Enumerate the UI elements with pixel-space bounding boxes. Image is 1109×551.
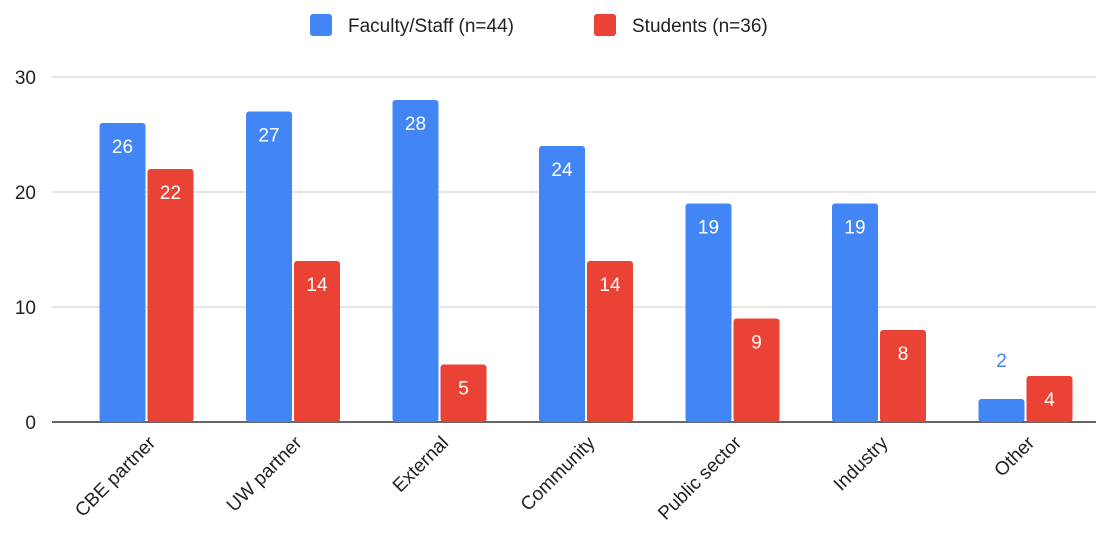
bar-students-n-36-cbe-partner	[147, 169, 194, 422]
y-tick-label-30: 30	[15, 68, 36, 89]
bar-faculty-staff-n-44-cbe-partner	[99, 123, 146, 422]
legend-swatch-faculty-staff-n-44	[310, 14, 332, 36]
data-label-students-n-36-cbe-partner: 22	[160, 183, 181, 204]
data-label-faculty-staff-n-44-external: 28	[405, 114, 426, 135]
legend: Faculty/Staff (n=44) Students (n=36)	[310, 14, 768, 37]
bar-students-n-36-industry	[880, 330, 926, 422]
data-label-faculty-staff-n-44-cbe-partner: 26	[112, 137, 133, 158]
x-tick-label-public-sector: Public sector	[654, 432, 746, 524]
legend-label-faculty-staff-n-44: Faculty/Staff (n=44)	[348, 16, 514, 37]
data-label-students-n-36-community: 14	[599, 275, 621, 296]
bar-students-n-36-community	[587, 261, 633, 422]
data-label-students-n-36-external: 5	[458, 379, 469, 400]
bar-students-n-36-external	[440, 364, 487, 422]
y-tick-label-20: 20	[15, 183, 36, 204]
y-axis: 0 10 20 30	[15, 68, 36, 434]
data-label-students-n-36-industry: 8	[898, 344, 909, 365]
bar-faculty-staff-n-44-external	[392, 100, 439, 422]
bar-students-n-36-public-sector	[733, 318, 780, 422]
bar-faculty-staff-n-44-public-sector	[685, 203, 732, 422]
data-label-faculty-staff-n-44-community: 24	[551, 160, 573, 181]
data-label-students-n-36-public-sector: 9	[751, 333, 762, 354]
bars	[99, 100, 1073, 422]
bar-faculty-staff-n-44-industry	[832, 203, 878, 422]
data-label-students-n-36-other: 4	[1044, 390, 1055, 411]
legend-swatch-students-n-36	[594, 14, 616, 36]
y-tick-label-10: 10	[15, 298, 36, 319]
x-tick-label-community: Community	[517, 432, 600, 515]
bar-students-n-36-uw-partner	[294, 261, 340, 422]
x-tick-label-other: Other	[991, 432, 1040, 481]
x-axis: CBE partner UW partner External Community Pu…	[71, 432, 1039, 524]
data-label-faculty-staff-n-44-public-sector: 19	[698, 218, 719, 239]
data-label-faculty-staff-n-44-other: 2	[996, 351, 1007, 372]
x-tick-label-cbe-partner: CBE partner	[71, 432, 160, 521]
y-tick-label-0: 0	[25, 413, 36, 434]
data-label-students-n-36-uw-partner: 14	[306, 275, 328, 296]
legend-label-students-n-36: Students (n=36)	[632, 16, 768, 37]
bar-faculty-staff-n-44-community	[539, 146, 585, 422]
bar-students-n-36-other	[1026, 376, 1073, 422]
bar-faculty-staff-n-44-other	[978, 399, 1025, 422]
data-label-faculty-staff-n-44-industry: 19	[844, 218, 865, 239]
data-label-faculty-staff-n-44-uw-partner: 27	[258, 126, 279, 147]
x-tick-label-uw-partner: UW partner	[223, 432, 307, 516]
x-tick-label-external: External	[389, 433, 453, 497]
bar-faculty-staff-n-44-uw-partner	[246, 111, 292, 422]
x-tick-label-industry: Industry	[830, 432, 893, 495]
